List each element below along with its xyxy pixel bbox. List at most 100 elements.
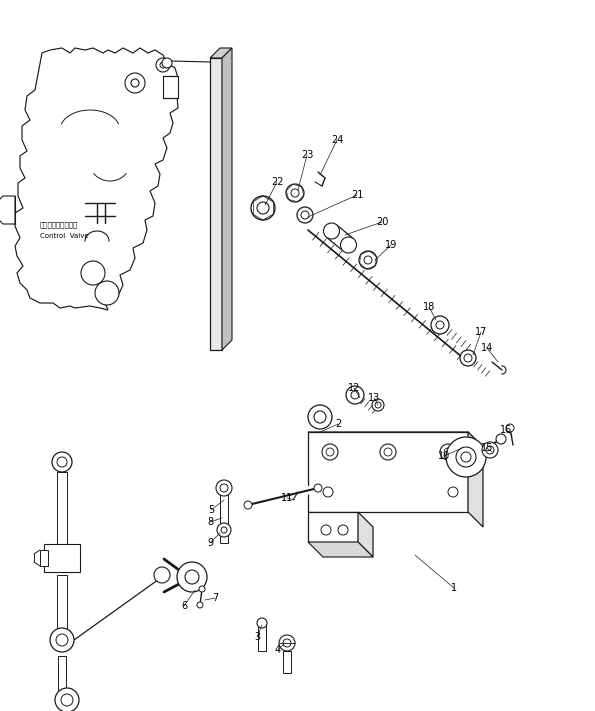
Circle shape: [291, 189, 299, 197]
Bar: [283, 651, 291, 673]
Polygon shape: [468, 432, 483, 527]
Text: 7: 7: [212, 593, 218, 603]
Circle shape: [436, 321, 444, 329]
Circle shape: [95, 281, 119, 305]
Circle shape: [338, 525, 348, 535]
Circle shape: [456, 447, 476, 467]
Text: 17: 17: [475, 327, 487, 337]
Circle shape: [52, 452, 72, 472]
Text: 10: 10: [438, 451, 450, 461]
Circle shape: [321, 525, 331, 535]
Circle shape: [314, 411, 326, 423]
Polygon shape: [308, 542, 373, 557]
Circle shape: [486, 446, 494, 454]
Circle shape: [364, 256, 372, 264]
Polygon shape: [222, 48, 232, 350]
Circle shape: [81, 261, 105, 285]
Text: 12: 12: [348, 383, 360, 393]
Polygon shape: [308, 432, 483, 447]
Bar: [163, 76, 178, 98]
Circle shape: [220, 484, 228, 492]
Circle shape: [56, 634, 68, 646]
Circle shape: [448, 487, 458, 497]
Circle shape: [308, 405, 332, 429]
Circle shape: [283, 639, 291, 647]
Circle shape: [197, 602, 203, 608]
Text: 2: 2: [335, 419, 341, 429]
Circle shape: [324, 223, 340, 239]
Circle shape: [162, 58, 172, 68]
Circle shape: [160, 62, 166, 68]
Text: 3: 3: [254, 632, 260, 642]
Circle shape: [482, 442, 498, 458]
Text: 20: 20: [376, 217, 388, 227]
Circle shape: [359, 251, 377, 269]
Circle shape: [340, 237, 356, 253]
Bar: [44, 544, 80, 572]
Circle shape: [286, 184, 304, 202]
Text: 23: 23: [301, 150, 313, 160]
Bar: [57, 472, 67, 544]
Polygon shape: [327, 225, 353, 251]
Circle shape: [348, 392, 358, 402]
Circle shape: [372, 399, 384, 411]
Text: 16: 16: [500, 425, 512, 435]
Circle shape: [297, 207, 313, 223]
Circle shape: [55, 688, 79, 711]
Text: 18: 18: [423, 302, 435, 312]
Circle shape: [375, 402, 381, 408]
Circle shape: [346, 386, 364, 404]
Circle shape: [244, 501, 252, 509]
Circle shape: [131, 79, 139, 87]
Circle shape: [279, 635, 295, 651]
Text: 19: 19: [385, 240, 397, 250]
Text: 14: 14: [481, 343, 493, 353]
Circle shape: [444, 448, 452, 456]
Bar: [57, 575, 67, 633]
Circle shape: [154, 567, 170, 583]
Circle shape: [125, 73, 145, 93]
Circle shape: [156, 58, 170, 72]
Text: Control  Valve: Control Valve: [40, 233, 89, 239]
Circle shape: [177, 562, 207, 592]
Bar: [40, 550, 48, 566]
Circle shape: [217, 523, 231, 537]
Circle shape: [221, 527, 227, 533]
Polygon shape: [308, 512, 358, 542]
Bar: [58, 656, 66, 694]
Polygon shape: [308, 432, 468, 512]
Text: 15: 15: [481, 443, 493, 453]
Circle shape: [464, 354, 472, 362]
Circle shape: [251, 196, 275, 220]
Circle shape: [216, 480, 232, 496]
Circle shape: [199, 586, 205, 592]
Circle shape: [50, 628, 74, 652]
Polygon shape: [358, 512, 373, 557]
Circle shape: [185, 570, 199, 584]
Circle shape: [257, 618, 267, 628]
Text: 13: 13: [368, 393, 380, 403]
Circle shape: [322, 444, 338, 460]
Text: コントロールバルブ: コントロールバルブ: [40, 221, 79, 228]
Polygon shape: [210, 58, 222, 350]
Text: 5: 5: [208, 505, 214, 515]
Polygon shape: [0, 196, 15, 224]
Circle shape: [431, 316, 449, 334]
Text: 8: 8: [207, 517, 213, 527]
Text: 21: 21: [351, 190, 363, 200]
Text: 1: 1: [451, 583, 457, 593]
Bar: [258, 623, 266, 651]
Circle shape: [57, 457, 67, 467]
Text: 6: 6: [181, 601, 187, 611]
Circle shape: [384, 448, 392, 456]
Circle shape: [461, 452, 471, 462]
Circle shape: [496, 434, 506, 444]
Polygon shape: [15, 48, 178, 310]
Text: 24: 24: [331, 135, 343, 145]
Text: 22: 22: [271, 177, 283, 187]
Circle shape: [61, 694, 73, 706]
Circle shape: [351, 391, 359, 399]
Circle shape: [460, 350, 476, 366]
Circle shape: [380, 444, 396, 460]
Circle shape: [314, 484, 322, 492]
